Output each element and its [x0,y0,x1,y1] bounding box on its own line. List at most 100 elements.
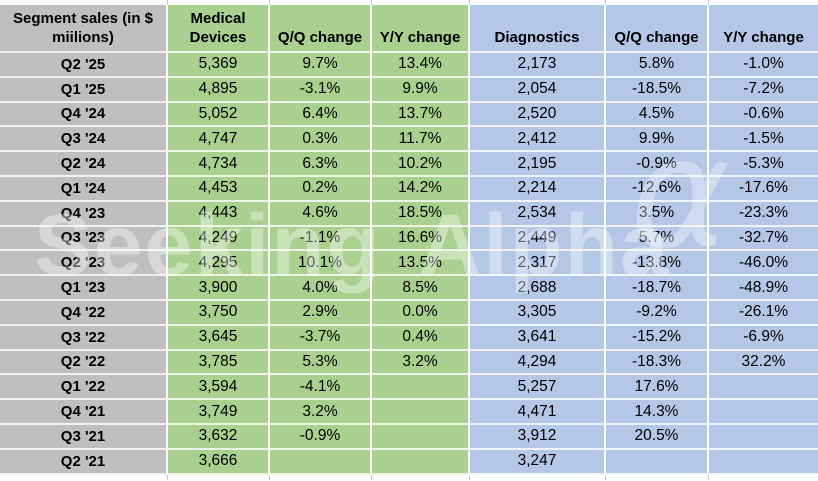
diagnostics-sales-cell[interactable]: 4,471 [470,400,606,425]
medical-yy-change-cell[interactable]: 14.2% [372,176,470,202]
diagnostics-sales-cell[interactable]: 3,247 [470,449,606,475]
diagnostics-sales-cell[interactable]: 5,257 [470,375,606,401]
diagnostics-yy-change-cell[interactable]: -23.3% [709,201,818,227]
medical-yy-change-cell[interactable]: 13.7% [372,102,470,128]
quarter-label-cell[interactable]: Q1 '22 [0,375,168,401]
quarter-label-cell[interactable]: Q4 '21 [0,400,168,425]
quarter-label-cell[interactable]: Q2 '25 [0,53,168,78]
medical-sales-cell[interactable]: 4,249 [168,226,270,252]
quarter-label-cell[interactable]: Q3 '22 [0,325,168,351]
diagnostics-qq-change-cell[interactable]: -12.6% [606,176,709,202]
medical-qq-change-cell[interactable]: 0.3% [270,127,372,153]
diagnostics-yy-change-cell[interactable]: -32.7% [709,226,818,252]
diagnostics-qq-change-cell[interactable] [606,449,709,475]
medical-sales-cell[interactable]: 4,895 [168,77,270,103]
medical-sales-cell[interactable]: 4,734 [168,152,270,177]
medical-sales-cell[interactable]: 5,369 [168,53,270,78]
diagnostics-yy-change-cell[interactable]: -1.0% [709,53,818,78]
medical-qq-change-cell[interactable]: 4.6% [270,201,372,227]
diagnostics-qq-change-cell[interactable]: 17.6% [606,375,709,401]
medical-qq-change-cell[interactable]: -1.1% [270,226,372,252]
diagnostics-yy-change-cell[interactable]: -1.5% [709,127,818,153]
medical-qq-change-cell[interactable]: 10.1% [270,251,372,277]
diagnostics-yy-change-cell[interactable]: 32.2% [709,350,818,376]
quarter-label-cell[interactable]: Q4 '23 [0,201,168,227]
column-header-diagnostics-qq-change[interactable]: Q/Q change [606,5,709,53]
medical-qq-change-cell[interactable] [270,449,372,475]
column-header-diagnostics-yy-change[interactable]: Y/Y change [709,5,818,53]
medical-yy-change-cell[interactable]: 13.5% [372,251,470,277]
diagnostics-sales-cell[interactable]: 2,520 [470,102,606,128]
diagnostics-yy-change-cell[interactable]: -7.2% [709,77,818,103]
corner-header-cell[interactable]: Segment sales (in $ miilions) [0,5,168,53]
medical-qq-change-cell[interactable]: 0.2% [270,176,372,202]
diagnostics-yy-change-cell[interactable]: -17.6% [709,176,818,202]
quarter-label-cell[interactable]: Q2 '22 [0,350,168,376]
medical-qq-change-cell[interactable]: 6.3% [270,152,372,177]
diagnostics-qq-change-cell[interactable]: 4.5% [606,102,709,128]
diagnostics-yy-change-cell[interactable] [709,400,818,425]
diagnostics-qq-change-cell[interactable]: 20.5% [606,424,709,450]
diagnostics-yy-change-cell[interactable] [709,424,818,450]
diagnostics-qq-change-cell[interactable]: 5.7% [606,226,709,252]
diagnostics-yy-change-cell[interactable] [709,375,818,401]
medical-yy-change-cell[interactable]: 8.5% [372,276,470,301]
medical-yy-change-cell[interactable]: 9.9% [372,77,470,103]
diagnostics-yy-change-cell[interactable]: -48.9% [709,276,818,301]
medical-sales-cell[interactable]: 3,632 [168,424,270,450]
medical-yy-change-cell[interactable]: 0.4% [372,325,470,351]
diagnostics-qq-change-cell[interactable]: -13.8% [606,251,709,277]
medical-yy-change-cell[interactable] [372,375,470,401]
diagnostics-sales-cell[interactable]: 2,054 [470,77,606,103]
medical-qq-change-cell[interactable]: -3.1% [270,77,372,103]
diagnostics-qq-change-cell[interactable]: -18.3% [606,350,709,376]
diagnostics-qq-change-cell[interactable]: -15.2% [606,325,709,351]
diagnostics-sales-cell[interactable]: 3,305 [470,300,606,326]
medical-qq-change-cell[interactable]: 2.9% [270,300,372,326]
medical-yy-change-cell[interactable] [372,400,470,425]
quarter-label-cell[interactable]: Q3 '21 [0,424,168,450]
medical-sales-cell[interactable]: 3,900 [168,276,270,301]
medical-qq-change-cell[interactable]: 4.0% [270,276,372,301]
medical-sales-cell[interactable]: 3,645 [168,325,270,351]
diagnostics-sales-cell[interactable]: 2,534 [470,201,606,227]
diagnostics-sales-cell[interactable]: 2,688 [470,276,606,301]
quarter-label-cell[interactable]: Q2 '23 [0,251,168,277]
column-header-medical-yy-change[interactable]: Y/Y change [372,5,470,53]
medical-sales-cell[interactable]: 4,453 [168,176,270,202]
medical-yy-change-cell[interactable]: 10.2% [372,152,470,177]
quarter-label-cell[interactable]: Q3 '24 [0,127,168,153]
diagnostics-yy-change-cell[interactable] [709,449,818,475]
diagnostics-sales-cell[interactable]: 2,195 [470,152,606,177]
diagnostics-qq-change-cell[interactable]: -0.9% [606,152,709,177]
quarter-label-cell[interactable]: Q2 '24 [0,152,168,177]
medical-qq-change-cell[interactable]: -4.1% [270,375,372,401]
medical-sales-cell[interactable]: 3,594 [168,375,270,401]
quarter-label-cell[interactable]: Q3 '23 [0,226,168,252]
diagnostics-qq-change-cell[interactable]: -18.5% [606,77,709,103]
diagnostics-yy-change-cell[interactable]: -0.6% [709,102,818,128]
medical-qq-change-cell[interactable]: 6.4% [270,102,372,128]
diagnostics-sales-cell[interactable]: 2,173 [470,53,606,78]
column-header-medical-qq-change[interactable]: Q/Q change [270,5,372,53]
quarter-label-cell[interactable]: Q1 '25 [0,77,168,103]
medical-sales-cell[interactable]: 3,750 [168,300,270,326]
medical-yy-change-cell[interactable] [372,424,470,450]
medical-yy-change-cell[interactable] [372,449,470,475]
medical-yy-change-cell[interactable]: 13.4% [372,53,470,78]
diagnostics-qq-change-cell[interactable]: 5.8% [606,53,709,78]
quarter-label-cell[interactable]: Q2 '21 [0,449,168,475]
diagnostics-yy-change-cell[interactable]: -6.9% [709,325,818,351]
diagnostics-sales-cell[interactable]: 2,317 [470,251,606,277]
medical-qq-change-cell[interactable]: 9.7% [270,53,372,78]
diagnostics-yy-change-cell[interactable]: -46.0% [709,251,818,277]
diagnostics-sales-cell[interactable]: 3,912 [470,424,606,450]
diagnostics-yy-change-cell[interactable]: -5.3% [709,152,818,177]
medical-sales-cell[interactable]: 4,443 [168,201,270,227]
quarter-label-cell[interactable]: Q4 '24 [0,102,168,128]
diagnostics-sales-cell[interactable]: 4,294 [470,350,606,376]
quarter-label-cell[interactable]: Q1 '23 [0,276,168,301]
medical-yy-change-cell[interactable]: 16.6% [372,226,470,252]
column-header-diagnostics[interactable]: Diagnostics [470,5,606,53]
medical-sales-cell[interactable]: 3,749 [168,400,270,425]
